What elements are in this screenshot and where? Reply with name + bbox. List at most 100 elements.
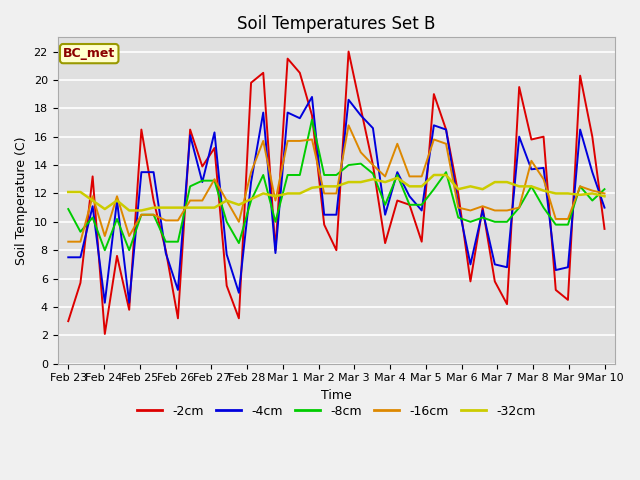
-32cm (321, 183, 328, 189)
-16cm (418, 174, 426, 180)
-8cm (527, 183, 535, 189)
-8cm (235, 240, 243, 246)
-2cm (333, 247, 340, 253)
-2cm (503, 301, 511, 307)
-4cm (65, 254, 72, 260)
-32cm (418, 183, 426, 189)
-4cm (271, 250, 279, 256)
-4cm (588, 169, 596, 175)
-2cm (259, 70, 267, 76)
Y-axis label: Soil Temperature (C): Soil Temperature (C) (15, 136, 28, 265)
-2cm (150, 198, 157, 204)
-4cm (113, 198, 121, 204)
-4cm (467, 262, 474, 267)
-2cm (357, 106, 365, 111)
-32cm (467, 183, 474, 189)
-8cm (333, 172, 340, 178)
-32cm (247, 196, 255, 202)
-8cm (113, 216, 121, 222)
-32cm (211, 205, 218, 211)
-32cm (442, 172, 450, 178)
-32cm (125, 207, 133, 213)
-2cm (430, 91, 438, 97)
Line: -4cm: -4cm (68, 97, 605, 303)
-32cm (601, 193, 609, 199)
Line: -2cm: -2cm (68, 51, 605, 334)
-2cm (101, 331, 109, 337)
-2cm (211, 145, 218, 151)
-8cm (467, 219, 474, 225)
-2cm (381, 240, 389, 246)
-8cm (430, 186, 438, 192)
-16cm (345, 122, 353, 128)
-16cm (369, 162, 377, 168)
-16cm (259, 138, 267, 144)
-8cm (588, 198, 596, 204)
-8cm (454, 215, 462, 220)
-8cm (564, 222, 572, 228)
-2cm (89, 174, 97, 180)
-4cm (186, 132, 194, 138)
-32cm (394, 175, 401, 180)
-16cm (430, 137, 438, 143)
-4cm (430, 122, 438, 128)
-16cm (77, 239, 84, 245)
-16cm (564, 216, 572, 222)
-2cm (186, 127, 194, 132)
-8cm (150, 212, 157, 217)
-4cm (89, 204, 97, 209)
-8cm (418, 202, 426, 208)
-2cm (65, 318, 72, 324)
-16cm (381, 174, 389, 180)
-4cm (333, 212, 340, 217)
-2cm (296, 70, 303, 76)
Legend: -2cm, -4cm, -8cm, -16cm, -32cm: -2cm, -4cm, -8cm, -16cm, -32cm (132, 400, 541, 423)
-8cm (271, 219, 279, 225)
-4cm (223, 252, 230, 257)
-16cm (101, 233, 109, 239)
-32cm (271, 193, 279, 199)
-16cm (576, 183, 584, 189)
-2cm (576, 73, 584, 79)
-2cm (588, 134, 596, 140)
-4cm (515, 134, 523, 140)
-2cm (454, 191, 462, 196)
-32cm (503, 179, 511, 185)
-4cm (345, 97, 353, 103)
-32cm (308, 185, 316, 191)
-4cm (101, 300, 109, 306)
-4cm (442, 127, 450, 132)
-4cm (235, 290, 243, 296)
-8cm (381, 202, 389, 208)
-16cm (333, 191, 340, 196)
-32cm (162, 205, 170, 211)
-4cm (527, 167, 535, 172)
-4cm (454, 202, 462, 208)
-16cm (394, 141, 401, 147)
-32cm (357, 179, 365, 185)
-8cm (223, 219, 230, 225)
-16cm (174, 217, 182, 223)
-32cm (186, 205, 194, 211)
-2cm (284, 56, 291, 61)
-8cm (406, 202, 413, 208)
-32cm (588, 191, 596, 196)
-32cm (65, 189, 72, 195)
-8cm (138, 212, 145, 217)
-2cm (552, 287, 559, 293)
-32cm (174, 205, 182, 211)
-4cm (418, 207, 426, 213)
-16cm (406, 174, 413, 180)
-16cm (515, 205, 523, 211)
-32cm (113, 198, 121, 204)
-8cm (198, 178, 206, 183)
-2cm (271, 247, 279, 253)
-4cm (284, 109, 291, 115)
-2cm (223, 283, 230, 288)
-4cm (601, 205, 609, 211)
-2cm (308, 112, 316, 118)
-16cm (321, 191, 328, 196)
-4cm (491, 262, 499, 267)
-4cm (576, 127, 584, 132)
-16cm (491, 207, 499, 213)
